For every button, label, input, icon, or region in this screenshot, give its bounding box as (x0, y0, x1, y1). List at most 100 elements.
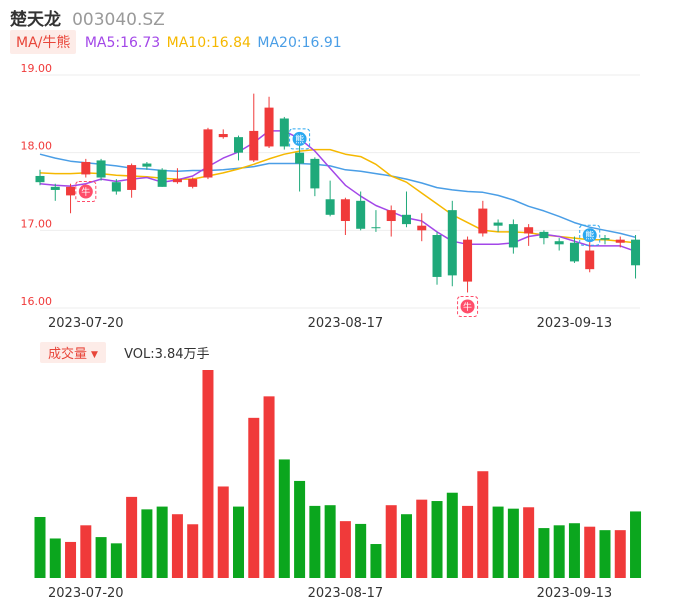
candle-body (524, 227, 534, 234)
date-tick-label: 2023-08-17 (308, 316, 384, 331)
ma5-label: MA5:16.73 (84, 35, 161, 51)
candle-body (295, 152, 305, 164)
candle (356, 191, 366, 231)
candle (218, 129, 228, 139)
candle-body (142, 163, 152, 167)
candle (447, 200, 457, 287)
ma-legend: MA/牛熊 MA5:16.73 MA10:16.84 MA20:16.91 (10, 30, 344, 54)
volume-bar (294, 480, 306, 578)
volume-bar (599, 530, 611, 578)
candle (585, 241, 595, 273)
candle-body (50, 186, 60, 190)
candle (249, 93, 259, 162)
volume-bars (34, 370, 642, 578)
volume-bar (462, 505, 474, 578)
candle-body (111, 182, 121, 192)
volume-bar (492, 506, 504, 578)
volume-bar (171, 514, 183, 578)
candle-body (127, 165, 137, 190)
stock-code: 003040.SZ (72, 10, 165, 30)
candle (203, 127, 213, 180)
candle-body (401, 214, 411, 225)
date-tick-label: 2023-09-13 (537, 316, 613, 331)
candle-body (172, 179, 182, 183)
volume-bar (431, 501, 443, 578)
signal-frame (75, 181, 97, 203)
candle (600, 234, 610, 245)
candle (432, 231, 442, 285)
volume-date-axis: 2023-07-20 2023-08-17 2023-09-13 (48, 586, 612, 601)
candle-body (493, 222, 503, 226)
signal-frame (289, 128, 311, 150)
candle-body (264, 107, 274, 147)
ma20-label: MA20:16.91 (257, 35, 342, 51)
volume-bar (339, 521, 351, 578)
candle-body (508, 224, 518, 248)
candle (417, 213, 427, 242)
candle-body (569, 242, 579, 262)
candle-body (157, 169, 167, 187)
volume-indicator-button[interactable]: 成交量 ▼ (40, 342, 106, 363)
candle (554, 238, 564, 251)
volume-bar (309, 505, 321, 578)
candle (463, 236, 473, 293)
volume-bar (477, 471, 489, 578)
volume-bar (416, 499, 428, 578)
candle-body (432, 234, 442, 277)
candle (172, 168, 182, 184)
volume-bar (263, 396, 275, 578)
ma-toggle-button[interactable]: MA/牛熊 (10, 30, 77, 54)
volume-bar (65, 541, 77, 578)
ma20-line (39, 153, 636, 239)
volume-bar (355, 523, 367, 578)
candle-body (539, 231, 549, 239)
volume-legend: 成交量 ▼ VOL:3.84万手 (40, 342, 210, 363)
volume-bar (614, 530, 626, 578)
candle-body (96, 160, 106, 178)
candle (66, 183, 76, 214)
signal-label: 牛 (81, 186, 90, 198)
candle (310, 157, 320, 197)
volume-date-tick-label: 2023-07-20 (48, 586, 124, 601)
ma10-label: MA10:16.84 (166, 35, 251, 51)
candle-body (218, 134, 228, 138)
volume-bar (446, 492, 458, 578)
candle (371, 210, 381, 232)
volume-bar (523, 507, 535, 578)
volume-bar (385, 505, 397, 578)
volume-bar (156, 506, 168, 578)
candle-body (585, 250, 595, 270)
candle (35, 169, 45, 186)
price-date-axis: 2023-07-20 2023-08-17 2023-09-13 (48, 316, 612, 331)
signal-frame (579, 224, 601, 246)
candle-body (203, 129, 213, 178)
candle (493, 219, 503, 232)
price-tick-label: 19.00 (21, 62, 53, 75)
volume-bar (80, 525, 92, 578)
price-tick-label: 17.00 (21, 217, 53, 230)
bull-signal-icon: 牛 (457, 295, 479, 317)
volume-bar (49, 538, 61, 578)
candle-body (463, 239, 473, 282)
volume-bar (400, 514, 412, 578)
volume-bar (324, 505, 336, 578)
price-grid (40, 74, 640, 309)
candle (508, 219, 518, 254)
candle-body (631, 239, 641, 266)
volume-bar (248, 417, 260, 578)
volume-bar (507, 508, 519, 578)
candle-body (371, 227, 381, 229)
volume-bar (568, 523, 580, 578)
volume-bar (584, 526, 596, 578)
price-tick-label: 16.00 (21, 295, 53, 308)
stock-name: 楚天龙 (10, 10, 61, 30)
candle (401, 191, 411, 228)
candle (50, 183, 60, 201)
candle-body (554, 241, 564, 245)
candle (81, 158, 91, 178)
candle-body (279, 118, 289, 147)
volume-bar (630, 511, 642, 578)
candle (96, 158, 106, 181)
